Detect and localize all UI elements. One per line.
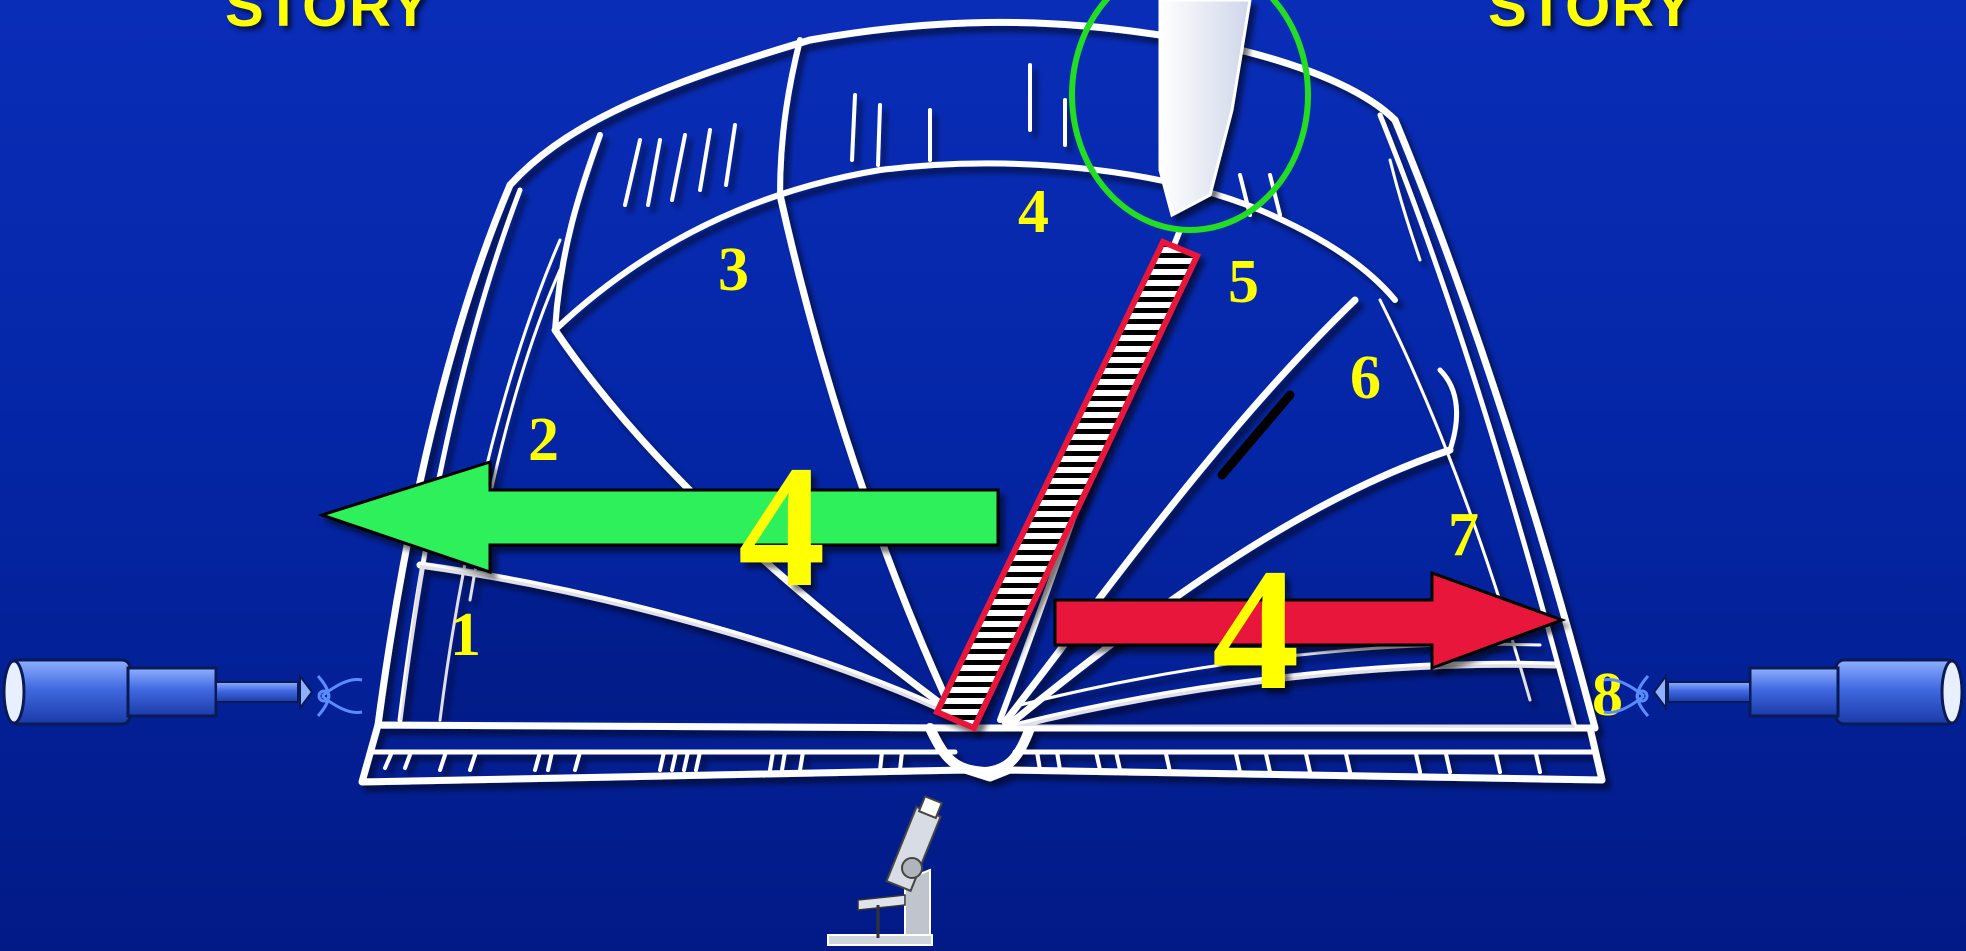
striped-ruler	[932, 238, 1202, 732]
arrow-right-shape	[1053, 570, 1567, 671]
page-number-2: 2	[528, 406, 559, 474]
arrow-right: 4	[1053, 532, 1567, 726]
page-number-6: 6	[1350, 344, 1381, 412]
story-title-left: STORY	[225, 0, 432, 39]
page-number-8: 8	[1592, 661, 1623, 729]
pencil-mark	[1217, 390, 1295, 480]
telescope-icon-right	[1603, 658, 1964, 726]
page-number-4: 4	[1018, 178, 1049, 246]
microscope-icon	[827, 795, 944, 946]
page-number-5: 5	[1228, 248, 1259, 316]
arrow-left: 4	[317, 429, 1000, 623]
highlight-ellipse	[1069, 0, 1311, 233]
pen-tip-icon	[1158, 0, 1252, 218]
arrow-left-shape	[317, 459, 1000, 575]
arrow-left-label: 4	[738, 429, 826, 623]
story-title-right: STORY	[1488, 0, 1695, 39]
eye-icon	[316, 675, 363, 717]
page-numbers: 1 2 3 4 5 6 7 8	[450, 178, 1623, 729]
arrow-right-label: 4	[1212, 532, 1300, 726]
page-number-3: 3	[718, 236, 749, 304]
book-page-shading	[400, 565, 1575, 728]
page-number-7: 7	[1448, 501, 1479, 569]
page-number-1: 1	[450, 601, 481, 669]
eye-icon	[1603, 675, 1650, 717]
telescope-icon-left	[2, 658, 363, 726]
